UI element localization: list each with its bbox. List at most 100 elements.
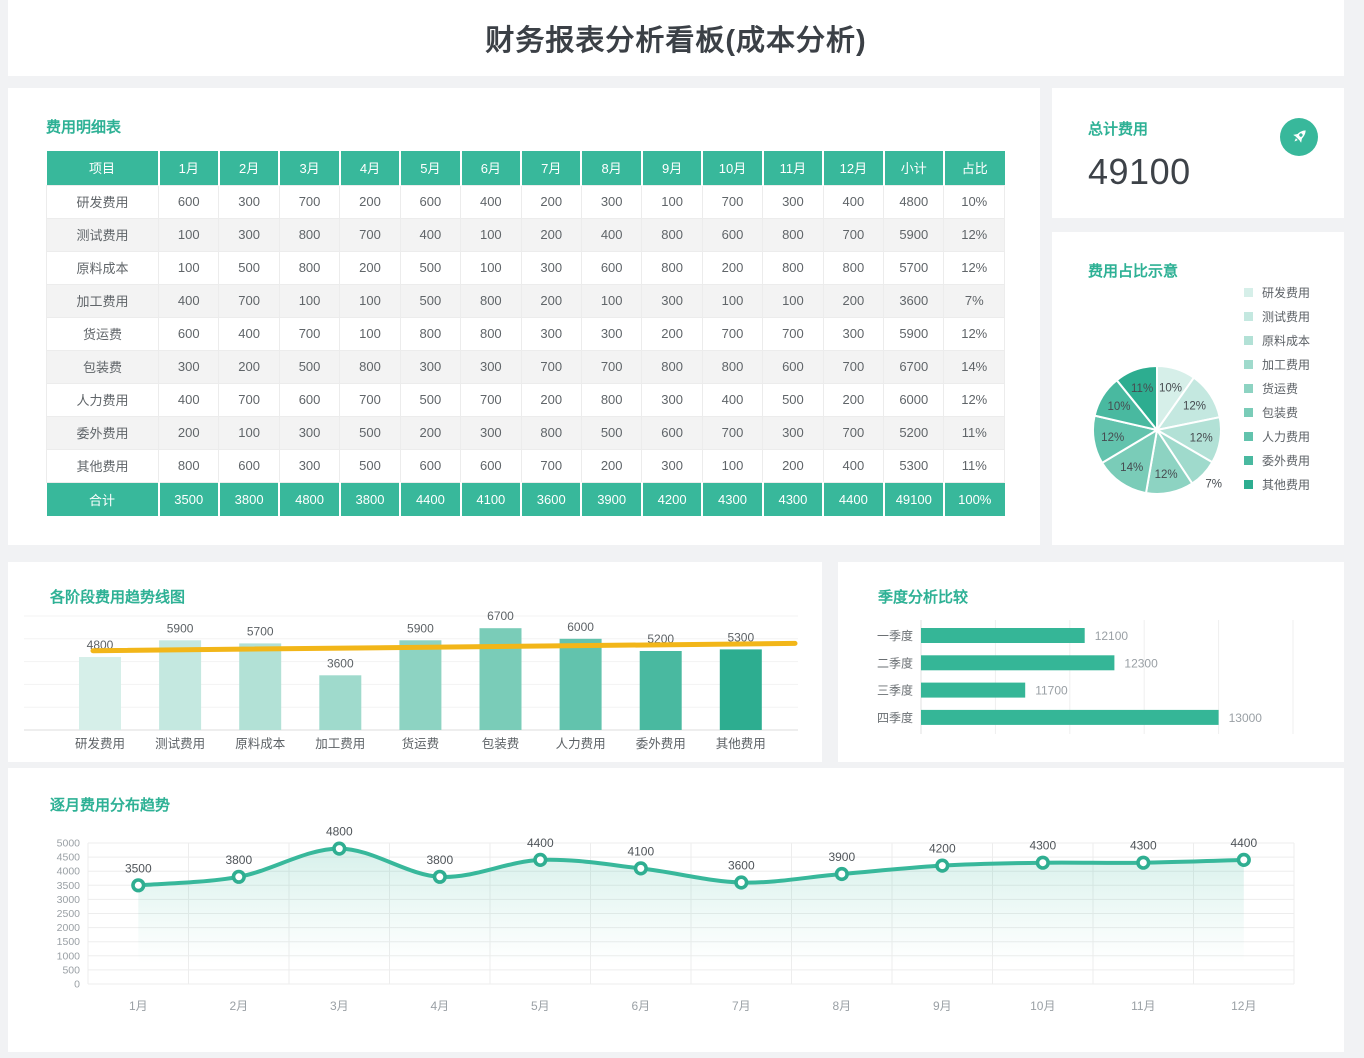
- table-cell[interactable]: 800: [460, 283, 522, 318]
- table-cell[interactable]: 300: [580, 184, 643, 219]
- table-cell[interactable]: 400: [701, 382, 764, 417]
- table-cell[interactable]: 300: [520, 250, 582, 285]
- table-cell[interactable]: 200: [520, 217, 582, 252]
- table-cell[interactable]: 200: [520, 184, 582, 219]
- table-cell[interactable]: 600: [157, 184, 220, 219]
- table-cell[interactable]: 6000: [883, 382, 945, 417]
- table-cell[interactable]: 500: [218, 250, 280, 285]
- table-cell[interactable]: 800: [822, 250, 885, 285]
- table-cell[interactable]: 500: [399, 250, 462, 285]
- table-cell[interactable]: 800: [762, 250, 824, 285]
- table-cell[interactable]: 100: [701, 448, 764, 483]
- table-cell[interactable]: 600: [157, 316, 220, 351]
- table-cell[interactable]: 800: [460, 316, 522, 351]
- table-cell[interactable]: 6700: [883, 349, 945, 384]
- table-cell[interactable]: 11%: [943, 415, 1005, 450]
- table-cell[interactable]: 800: [339, 349, 401, 384]
- table-cell[interactable]: 200: [399, 415, 462, 450]
- table-cell[interactable]: 700: [762, 316, 824, 351]
- row-header-cell[interactable]: 人力费用: [46, 382, 159, 417]
- table-cell[interactable]: 300: [641, 382, 703, 417]
- table-cell[interactable]: 700: [701, 184, 764, 219]
- row-header-cell[interactable]: 加工费用: [46, 283, 159, 318]
- table-cell[interactable]: 5900: [883, 217, 945, 252]
- table-cell[interactable]: 300: [580, 316, 643, 351]
- table-cell[interactable]: 600: [218, 448, 280, 483]
- table-cell[interactable]: 500: [278, 349, 341, 384]
- table-cell[interactable]: 800: [278, 217, 341, 252]
- table-cell[interactable]: 500: [339, 415, 401, 450]
- table-cell[interactable]: 200: [762, 448, 824, 483]
- table-cell[interactable]: 11%: [943, 448, 1005, 483]
- table-cell[interactable]: 100: [339, 316, 401, 351]
- table-cell[interactable]: 300: [822, 316, 885, 351]
- row-header-cell[interactable]: 测试费用: [46, 217, 159, 252]
- table-cell[interactable]: 200: [580, 448, 643, 483]
- table-cell[interactable]: 800: [520, 415, 582, 450]
- table-cell[interactable]: 700: [278, 184, 341, 219]
- table-cell[interactable]: 800: [641, 217, 703, 252]
- table-cell[interactable]: 5300: [883, 448, 945, 483]
- table-cell[interactable]: 800: [701, 349, 764, 384]
- table-cell[interactable]: 200: [520, 382, 582, 417]
- table-cell[interactable]: 100: [580, 283, 643, 318]
- table-cell[interactable]: 100: [157, 250, 220, 285]
- table-cell[interactable]: 300: [278, 448, 341, 483]
- table-cell[interactable]: 800: [580, 382, 643, 417]
- table-cell[interactable]: 700: [218, 382, 280, 417]
- table-cell[interactable]: 600: [399, 448, 462, 483]
- table-cell[interactable]: 12%: [943, 316, 1005, 351]
- table-cell[interactable]: 400: [399, 217, 462, 252]
- table-cell[interactable]: 200: [822, 382, 885, 417]
- row-header-cell[interactable]: 货运费: [46, 316, 159, 351]
- table-cell[interactable]: 400: [157, 382, 220, 417]
- table-cell[interactable]: 400: [822, 448, 885, 483]
- table-cell[interactable]: 700: [822, 415, 885, 450]
- table-cell[interactable]: 600: [460, 448, 522, 483]
- table-cell[interactable]: 200: [822, 283, 885, 318]
- table-cell[interactable]: 300: [520, 316, 582, 351]
- table-cell[interactable]: 5700: [883, 250, 945, 285]
- row-header-cell[interactable]: 其他费用: [46, 448, 159, 483]
- row-header-cell[interactable]: 研发费用: [46, 184, 159, 219]
- table-cell[interactable]: 200: [339, 250, 401, 285]
- table-cell[interactable]: 3600: [883, 283, 945, 318]
- table-cell[interactable]: 700: [701, 316, 764, 351]
- table-cell[interactable]: 700: [580, 349, 643, 384]
- table-cell[interactable]: 300: [762, 184, 824, 219]
- table-cell[interactable]: 5900: [883, 316, 945, 351]
- table-cell[interactable]: 700: [701, 415, 764, 450]
- table-cell[interactable]: 100: [641, 184, 703, 219]
- table-cell[interactable]: 800: [641, 250, 703, 285]
- table-cell[interactable]: 500: [399, 283, 462, 318]
- table-cell[interactable]: 200: [520, 283, 582, 318]
- table-cell[interactable]: 100: [762, 283, 824, 318]
- table-cell[interactable]: 100: [278, 283, 341, 318]
- table-cell[interactable]: 700: [278, 316, 341, 351]
- table-cell[interactable]: 600: [278, 382, 341, 417]
- table-cell[interactable]: 100: [460, 250, 522, 285]
- table-cell[interactable]: 800: [762, 217, 824, 252]
- table-cell[interactable]: 800: [157, 448, 220, 483]
- table-cell[interactable]: 12%: [943, 250, 1005, 285]
- table-cell[interactable]: 200: [218, 349, 280, 384]
- table-cell[interactable]: 300: [641, 448, 703, 483]
- table-cell[interactable]: 200: [339, 184, 401, 219]
- table-cell[interactable]: 400: [218, 316, 280, 351]
- table-cell[interactable]: 800: [278, 250, 341, 285]
- table-cell[interactable]: 100: [339, 283, 401, 318]
- table-cell[interactable]: 400: [822, 184, 885, 219]
- table-cell[interactable]: 600: [399, 184, 462, 219]
- table-cell[interactable]: 600: [641, 415, 703, 450]
- table-cell[interactable]: 400: [580, 217, 643, 252]
- table-cell[interactable]: 300: [460, 415, 522, 450]
- table-cell[interactable]: 300: [218, 217, 280, 252]
- table-cell[interactable]: 600: [701, 217, 764, 252]
- table-cell[interactable]: 5200: [883, 415, 945, 450]
- row-header-cell[interactable]: 原料成本: [46, 250, 159, 285]
- table-cell[interactable]: 700: [520, 448, 582, 483]
- table-cell[interactable]: 4800: [883, 184, 945, 219]
- table-cell[interactable]: 12%: [943, 217, 1005, 252]
- table-cell[interactable]: 300: [278, 415, 341, 450]
- table-cell[interactable]: 500: [339, 448, 401, 483]
